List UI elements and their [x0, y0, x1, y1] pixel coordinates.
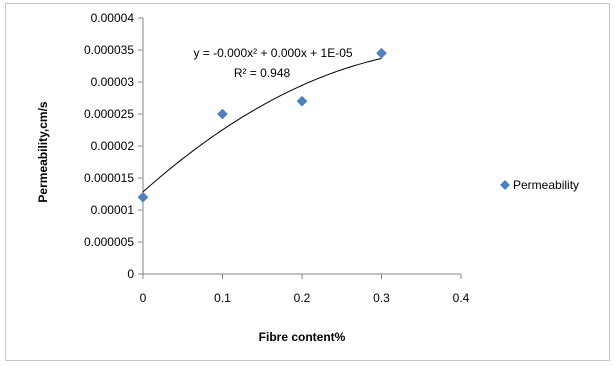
- trendline: [142, 57, 382, 193]
- x-axis-title: Fibre content%: [259, 330, 346, 344]
- legend-marker: [500, 180, 510, 190]
- y-tick-label: 0: [127, 267, 134, 281]
- x-axis-ticks: 0 0.1 0.2 0.3 0.4: [140, 274, 470, 305]
- x-tick-label: 0.4: [453, 291, 470, 305]
- y-tick-label: 0.000015: [84, 171, 134, 185]
- y-tick-label: 0.00003: [91, 75, 135, 89]
- data-point: [137, 191, 149, 203]
- data-point: [376, 47, 387, 59]
- legend: Permeability: [500, 178, 579, 192]
- x-tick-label: 0.2: [294, 291, 311, 305]
- data-point: [217, 108, 228, 120]
- data-points: [137, 47, 387, 203]
- y-tick-label: 0.00004: [91, 11, 135, 25]
- y-axis-ticks: 0 0.000005 0.00001 0.000015 0.00002 0.000025 0…: [84, 11, 143, 281]
- y-tick-label: 0.00002: [91, 139, 135, 153]
- y-tick-label: 0.000035: [84, 43, 134, 57]
- x-tick-label: 0: [140, 291, 147, 305]
- chart-area: [5, 3, 610, 361]
- trendline-equation: y = -0.000x² + 0.000x + 1E-05: [193, 46, 352, 60]
- x-tick-label: 0.1: [214, 291, 231, 305]
- data-point: [296, 95, 308, 107]
- y-tick-label: 0.00001: [91, 203, 135, 217]
- y-axis-title: Permeability,cm/s: [36, 101, 50, 202]
- legend-label-permeability: Permeability: [513, 178, 579, 192]
- x-tick-label: 0.3: [373, 291, 390, 305]
- y-tick-label: 0.000005: [84, 235, 134, 249]
- trendline-r-squared: R² = 0.948: [234, 66, 291, 80]
- y-tick-label: 0.000025: [84, 107, 134, 121]
